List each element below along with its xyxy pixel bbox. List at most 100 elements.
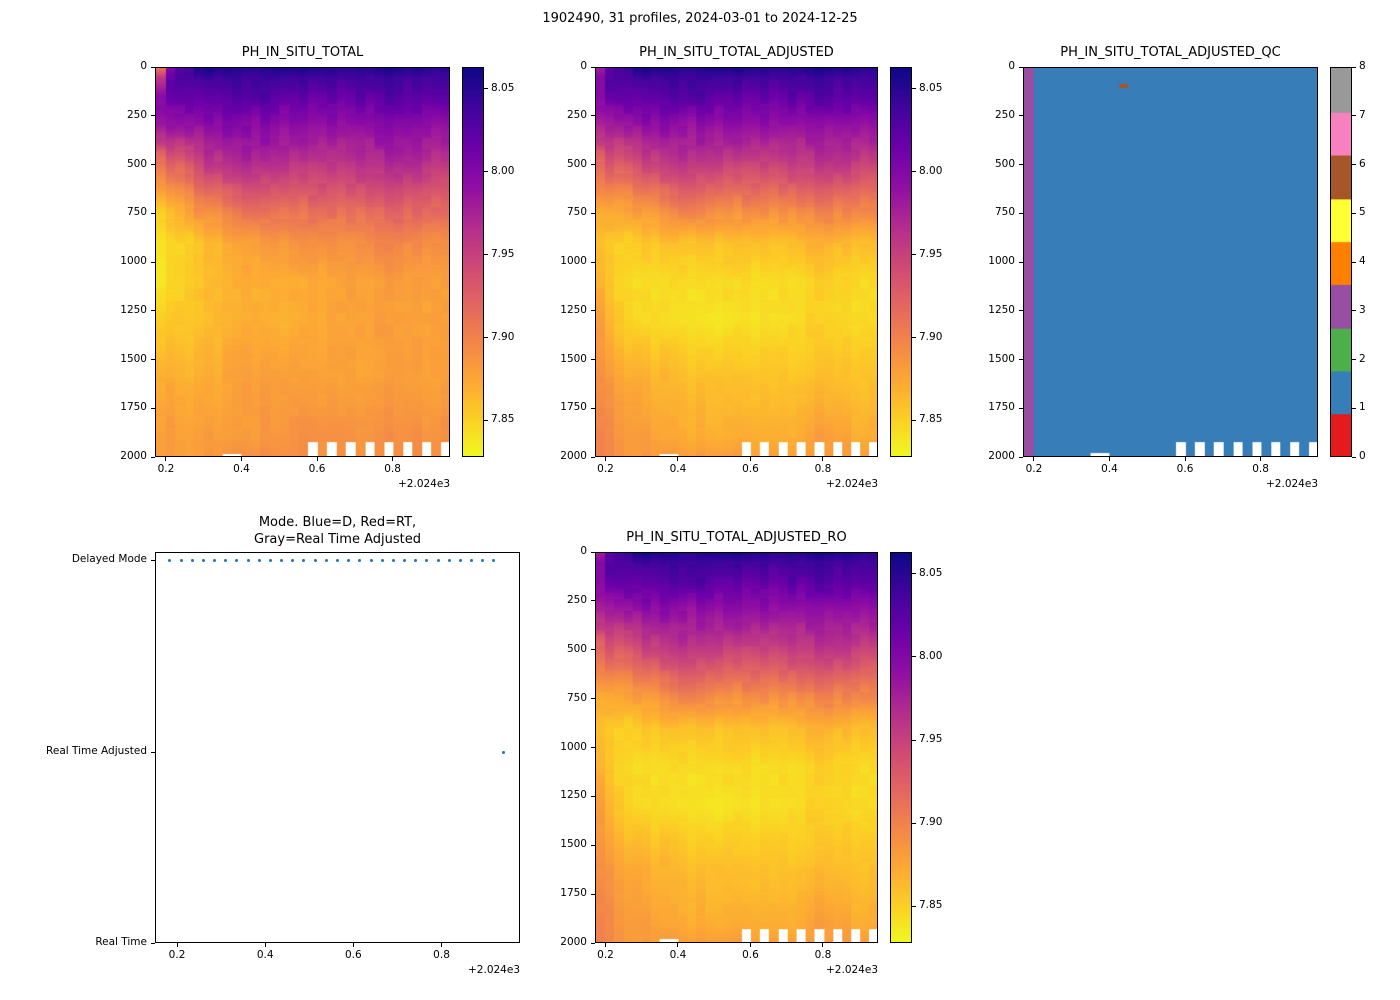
y-tick-label: 1000 (120, 255, 147, 267)
mode-dot (235, 558, 239, 562)
tick-mark (151, 164, 155, 165)
tick-mark (591, 407, 595, 409)
figure-title: 1902490, 31 profiles, 2024-03-01 to 2024… (542, 11, 858, 26)
tick-mark (912, 88, 916, 90)
tick-mark (591, 942, 595, 944)
tick-mark (151, 456, 155, 458)
tick-mark (1019, 456, 1023, 458)
y-tick-label: 750 (126, 206, 147, 219)
y-tick-label: 0 (580, 60, 587, 72)
tick-mark (591, 456, 595, 458)
tick-mark (165, 457, 167, 461)
y-tick-label: 750 (994, 206, 1015, 219)
mode-dot (201, 558, 205, 562)
tick-mark (677, 457, 679, 461)
y-tick-label: 250 (994, 108, 1015, 121)
y-tick-label: 750 (566, 206, 587, 219)
mode-dot (436, 558, 440, 562)
panel-title-ph-in-situ-total-adjusted: PH_IN_SITU_TOTAL_ADJUSTED (639, 45, 834, 60)
mode-dot (369, 558, 373, 562)
y-tick-label: 500 (566, 642, 587, 655)
colorbar-gradient (891, 553, 911, 942)
tick-mark (591, 261, 595, 263)
x-tick-label: 0.6 (742, 949, 759, 961)
y-tick-label: 2000 (120, 450, 147, 462)
tick-mark (151, 359, 155, 360)
colorbar-tick-label: 8.00 (491, 164, 515, 177)
mode-dot (280, 558, 284, 562)
tick-mark (591, 649, 595, 651)
x-tick-label: 0.6 (742, 463, 759, 475)
x-offset-label: +2.024e3 (1266, 478, 1318, 490)
y-tick-label: 1250 (560, 303, 587, 316)
mode-dot (502, 750, 506, 754)
y-tick-label: 1000 (560, 255, 587, 267)
mode-dot (481, 558, 485, 562)
y-tick-label: 1500 (560, 838, 587, 851)
tick-mark (1352, 164, 1356, 165)
qc-colorbar (1330, 67, 1352, 457)
tick-mark (316, 457, 318, 461)
tick-mark (912, 254, 916, 256)
tick-mark (1352, 310, 1356, 312)
mode-dot (302, 558, 306, 562)
heatmap-axes (595, 67, 878, 457)
heatmap-canvas (596, 553, 877, 942)
mode-dot (291, 558, 295, 562)
qc-colorbar-tick-label: 0 (1359, 450, 1366, 462)
x-tick-label: 0.2 (168, 949, 186, 961)
y-tick-label: 1250 (560, 789, 587, 802)
mode-dot (425, 558, 429, 562)
x-tick-label: 0.4 (256, 949, 274, 961)
tick-mark (151, 115, 155, 117)
tick-mark (1019, 115, 1023, 117)
tick-mark (912, 171, 916, 173)
x-tick-label: 0.4 (669, 949, 687, 961)
colorbar-tick-label: 8.05 (919, 566, 943, 579)
mode-title-line-1: Mode. Blue=D, Red=RT, (258, 515, 417, 530)
y-tick-label: 500 (566, 157, 587, 170)
y-tick-label: 750 (566, 691, 587, 704)
tick-mark (1352, 456, 1356, 458)
tick-mark (912, 419, 916, 421)
tick-mark (822, 457, 824, 461)
mode-dot (313, 558, 317, 562)
mode-dot (324, 558, 328, 562)
x-tick-label: 0.8 (814, 463, 832, 475)
tick-mark (591, 747, 595, 748)
panel-title-mode: Mode. Blue=D, Red=RT, Gray=Real Time Adj… (155, 515, 520, 549)
y-tick-label: 0 (1008, 60, 1015, 72)
tick-mark (591, 115, 595, 117)
tick-mark (1033, 457, 1035, 461)
colorbar-tick-label: 7.85 (919, 899, 943, 912)
y-tick-label: 1500 (560, 352, 587, 365)
mode-title-line-2: Gray=Real Time Adjusted (254, 531, 421, 547)
colorbar-tick-label: 8.00 (919, 649, 943, 662)
y-tick-label: 250 (566, 108, 587, 121)
y-tick-label: 1250 (120, 303, 147, 316)
tick-mark (822, 943, 824, 947)
y-tick-label: 500 (994, 157, 1015, 170)
mode-dot (492, 558, 496, 562)
y-tick-label: 1500 (120, 352, 147, 365)
tick-mark (151, 559, 155, 561)
tick-mark (392, 457, 394, 461)
tick-mark (151, 212, 155, 214)
colorbar-tick-label: 8.00 (919, 164, 943, 177)
tick-mark (1019, 407, 1023, 409)
x-tick-label: 0.2 (157, 463, 175, 475)
mode-dot (336, 558, 339, 562)
tick-mark (591, 844, 595, 846)
tick-mark (591, 698, 595, 700)
x-tick-label: 0.2 (1025, 463, 1043, 475)
x-tick-label: 0.6 (345, 949, 362, 961)
y-tick-label: 1000 (560, 740, 587, 753)
tick-mark (1019, 66, 1023, 68)
tick-mark (912, 656, 916, 658)
colorbar (462, 67, 484, 457)
mode-dot (213, 558, 216, 562)
x-tick-label: 0.4 (233, 463, 250, 475)
x-offset-label: +2.024e3 (468, 964, 520, 976)
x-tick-label: 0.6 (308, 463, 326, 475)
x-tick-label: 0.8 (384, 463, 401, 475)
